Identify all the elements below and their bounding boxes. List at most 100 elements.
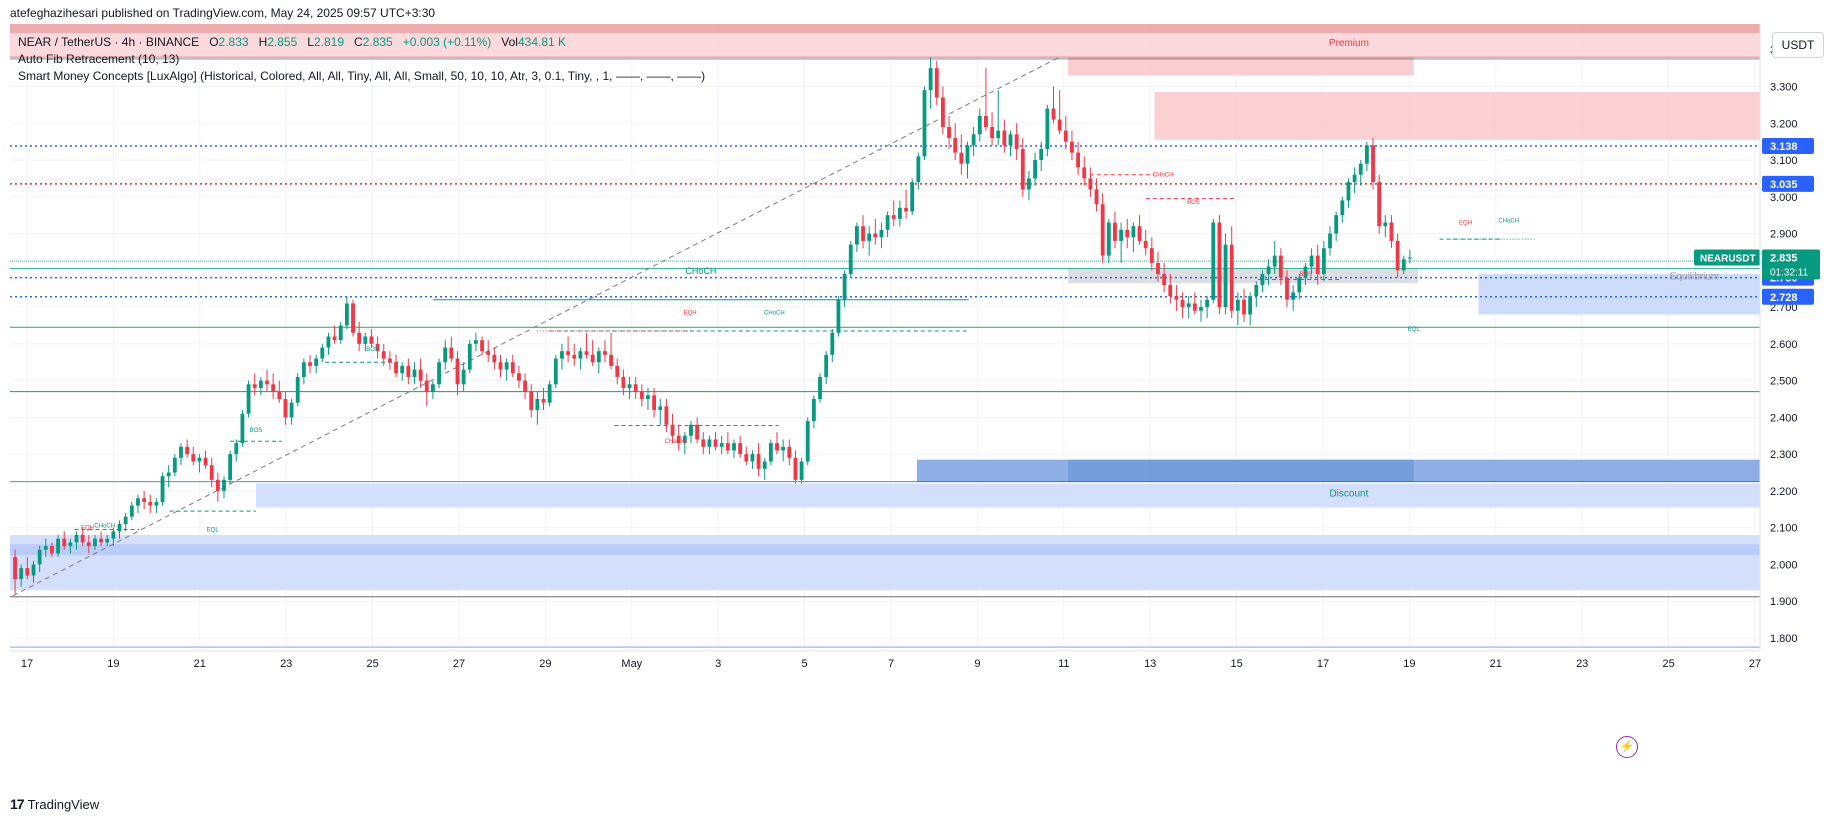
candle-body bbox=[603, 351, 607, 355]
candle-body bbox=[1321, 248, 1326, 274]
candle-body bbox=[13, 557, 17, 580]
candle-body bbox=[910, 182, 915, 212]
candle-body bbox=[1272, 255, 1277, 267]
candle-body bbox=[824, 354, 829, 377]
candle-body bbox=[854, 226, 859, 245]
candle-body bbox=[1039, 149, 1044, 161]
candle-body bbox=[928, 68, 933, 91]
candle-body bbox=[713, 439, 718, 447]
candle-body bbox=[805, 421, 810, 462]
last-price-tag bbox=[1762, 249, 1820, 280]
x-axis-tick-label: 5 bbox=[802, 658, 808, 670]
candle-body bbox=[1352, 174, 1357, 183]
y-axis-tick-label: 3.000 bbox=[1770, 192, 1798, 204]
legend-indicator-fib[interactable]: Auto Fib Retracement (10, 13) bbox=[18, 52, 180, 66]
legend-indicator-smc[interactable]: Smart Money Concepts [LuxAlgo] (Historic… bbox=[18, 69, 706, 83]
structure-label: BOS bbox=[366, 347, 379, 353]
x-axis-tick-label: 11 bbox=[1058, 658, 1069, 670]
x-axis-tick-label: 15 bbox=[1230, 658, 1242, 670]
legend-high-label: H bbox=[258, 35, 268, 49]
candle-body bbox=[615, 365, 620, 377]
candle-body bbox=[418, 369, 423, 381]
chart-frame[interactable]: Premium Equilibrium Discount CHoCH EQH CHoCH B… bbox=[0, 24, 1835, 794]
candle-body bbox=[240, 413, 245, 444]
candle-body bbox=[732, 443, 736, 451]
candle-body bbox=[1106, 222, 1111, 256]
candle-body bbox=[990, 126, 994, 138]
candle-body bbox=[596, 351, 601, 363]
candle-body bbox=[664, 406, 669, 425]
candle-body bbox=[301, 362, 306, 377]
candle-body bbox=[560, 351, 564, 359]
structure-label: CHoCH bbox=[685, 266, 716, 276]
candle-body bbox=[879, 229, 884, 238]
candle-body bbox=[682, 435, 687, 444]
legend-low-label: L bbox=[307, 35, 314, 49]
x-axis-tick-label: 25 bbox=[1662, 658, 1674, 670]
candle-body bbox=[295, 376, 300, 403]
candle-body bbox=[1094, 189, 1099, 205]
candle-body bbox=[1045, 108, 1050, 149]
candle-body bbox=[1119, 229, 1124, 241]
symbol-tag-label: NEARUSDT bbox=[1700, 253, 1756, 264]
legend-volume-label: Vol bbox=[501, 35, 518, 49]
legend-open: 2.833 bbox=[218, 35, 249, 49]
candle-body bbox=[234, 443, 239, 455]
candle-body bbox=[93, 538, 97, 547]
candle-body bbox=[848, 244, 853, 274]
candle-body bbox=[277, 391, 282, 399]
x-axis-tick-label: 21 bbox=[1490, 658, 1502, 670]
structure-label: BOS bbox=[1299, 272, 1312, 278]
chart-legend: NEAR / TetherUS · 4h · BINANCE O2.833 H2… bbox=[18, 34, 705, 85]
candle-body bbox=[1082, 167, 1087, 179]
candle-body bbox=[1358, 163, 1363, 175]
premium-zone bbox=[10, 33, 1760, 58]
structure-label: CHoCH bbox=[665, 439, 686, 445]
candle-body bbox=[492, 354, 497, 363]
x-axis-tick-label: 13 bbox=[1144, 658, 1156, 670]
lightning-icon[interactable]: ⚡ bbox=[1616, 736, 1638, 758]
candle-body bbox=[467, 343, 472, 370]
candle-body bbox=[922, 90, 927, 157]
discount-label: Discount bbox=[1329, 488, 1368, 499]
candle-body bbox=[553, 358, 558, 385]
x-axis-tick-label: 21 bbox=[194, 658, 206, 670]
y-axis-tick-label: 2.200 bbox=[1770, 486, 1798, 498]
candle-body bbox=[209, 465, 214, 480]
candle-body bbox=[142, 498, 147, 502]
candle-body bbox=[400, 365, 405, 374]
legend-volume: 434.81 K bbox=[517, 35, 567, 49]
candle-body bbox=[56, 538, 60, 554]
candle-body bbox=[578, 351, 583, 359]
legend-symbol[interactable]: NEAR / TetherUS · 4h · BINANCE bbox=[18, 35, 200, 49]
candle-body bbox=[941, 97, 945, 127]
supply-block-2 bbox=[1154, 92, 1760, 140]
candle-body bbox=[787, 446, 792, 458]
candle-body bbox=[1297, 277, 1302, 293]
structure-label: BOS bbox=[250, 428, 263, 434]
x-axis-tick-label: 17 bbox=[1317, 658, 1329, 670]
candle-body bbox=[111, 531, 116, 539]
currency-button[interactable]: USDT bbox=[1772, 32, 1824, 58]
candle-body bbox=[1131, 226, 1136, 238]
candle-body bbox=[166, 472, 171, 477]
candle-body bbox=[1407, 257, 1412, 259]
candle-body bbox=[1199, 307, 1203, 311]
candle-body bbox=[584, 351, 589, 355]
candle-body bbox=[99, 538, 104, 543]
candle-body bbox=[129, 505, 134, 517]
candle-body bbox=[701, 439, 706, 447]
candle-body bbox=[160, 476, 165, 502]
candle-body bbox=[271, 384, 276, 392]
candle-body bbox=[437, 362, 441, 385]
candle-body bbox=[1303, 266, 1308, 278]
candle-body bbox=[756, 454, 761, 469]
candle-body bbox=[1186, 303, 1191, 308]
candle-body bbox=[486, 351, 491, 355]
candle-body bbox=[1242, 299, 1246, 315]
x-axis-tick-label: 19 bbox=[107, 658, 119, 670]
candle-body bbox=[431, 384, 435, 392]
candle-body bbox=[123, 516, 128, 524]
structure-label: BOS bbox=[1187, 200, 1200, 206]
